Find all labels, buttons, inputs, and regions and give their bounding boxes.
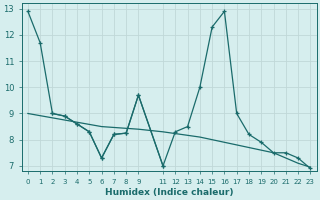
X-axis label: Humidex (Indice chaleur): Humidex (Indice chaleur) (105, 188, 233, 197)
